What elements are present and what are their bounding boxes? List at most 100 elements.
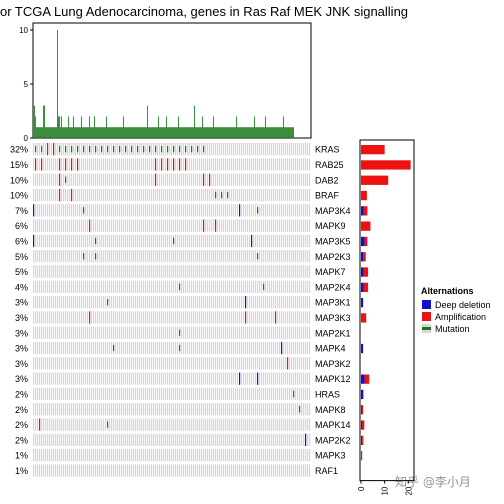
cell — [265, 433, 267, 446]
gene-percent: 2% — [15, 389, 28, 399]
cell — [183, 449, 185, 462]
cell — [89, 449, 91, 462]
cell — [127, 464, 129, 477]
cell — [45, 234, 47, 248]
cell — [77, 433, 79, 446]
cell — [181, 234, 183, 248]
cell — [307, 403, 309, 416]
cell — [81, 326, 83, 339]
gene-name: MAP3K5 — [315, 236, 351, 246]
cell — [73, 234, 75, 248]
cell — [291, 341, 293, 355]
cell — [263, 188, 265, 202]
cell — [151, 250, 153, 263]
cell — [309, 311, 311, 324]
cell — [281, 326, 283, 339]
cell — [237, 143, 239, 156]
cell — [33, 265, 35, 278]
mutation-mark — [227, 191, 229, 199]
cell — [293, 280, 295, 293]
cell — [271, 265, 273, 278]
side-x-tick-label: 10 — [381, 486, 390, 495]
cell — [213, 341, 215, 355]
cell — [159, 296, 161, 309]
cell — [103, 173, 105, 186]
cell — [273, 143, 275, 156]
cell — [147, 158, 149, 171]
cell — [219, 403, 221, 416]
cell — [113, 326, 115, 339]
cell — [123, 449, 125, 462]
cell — [309, 250, 311, 263]
top-bar — [174, 127, 175, 138]
cell — [235, 250, 237, 263]
mutation-mark — [179, 329, 181, 336]
cell — [135, 357, 137, 370]
oncoprint-row — [33, 296, 311, 309]
oncoprint-row — [33, 433, 311, 446]
top-bar — [172, 127, 173, 138]
cell — [275, 433, 277, 446]
cell — [171, 357, 173, 370]
cell — [89, 204, 91, 217]
cell — [45, 158, 47, 171]
cell — [135, 311, 137, 324]
cell — [193, 265, 195, 278]
cell — [61, 311, 63, 324]
cell — [257, 158, 259, 171]
cell — [259, 219, 261, 232]
cell — [197, 433, 199, 446]
cell — [249, 311, 251, 324]
cell — [63, 204, 65, 217]
cell — [135, 234, 137, 248]
cell — [65, 449, 67, 462]
cell — [163, 296, 165, 309]
cell — [121, 449, 123, 462]
cell — [285, 204, 287, 217]
cell — [247, 311, 249, 324]
cell — [173, 250, 175, 263]
cell — [141, 280, 143, 293]
cell — [137, 219, 139, 232]
cell — [265, 204, 267, 217]
cell — [183, 403, 185, 416]
cell — [247, 265, 249, 278]
cell — [219, 158, 221, 171]
cell — [217, 449, 219, 462]
cell — [41, 326, 43, 339]
cell — [233, 357, 235, 370]
cell — [63, 280, 65, 293]
cell — [83, 188, 85, 202]
cell — [191, 265, 193, 278]
cell — [149, 433, 151, 446]
cell — [275, 326, 277, 339]
cell — [231, 296, 233, 309]
top-bar — [148, 127, 149, 138]
cell — [305, 188, 307, 202]
top-bar — [133, 127, 134, 138]
cell — [121, 326, 123, 339]
cell — [173, 449, 175, 462]
cell — [73, 326, 75, 339]
cell — [285, 250, 287, 263]
cell — [171, 173, 173, 186]
oncoprint-row — [33, 372, 311, 385]
top-bar — [195, 127, 196, 138]
cell — [167, 204, 169, 217]
top-bar — [137, 127, 138, 138]
cell — [167, 372, 169, 385]
cell — [277, 341, 279, 355]
cell — [111, 311, 113, 324]
cell — [37, 341, 39, 355]
cell — [167, 449, 169, 462]
top-bar — [168, 127, 169, 138]
cell — [151, 204, 153, 217]
cell — [185, 326, 187, 339]
cell — [195, 296, 197, 309]
cell — [121, 188, 123, 202]
cell — [259, 341, 261, 355]
cell — [201, 403, 203, 416]
gene-name: MAP2K4 — [315, 282, 351, 292]
cell — [299, 234, 301, 248]
cell — [219, 173, 221, 186]
